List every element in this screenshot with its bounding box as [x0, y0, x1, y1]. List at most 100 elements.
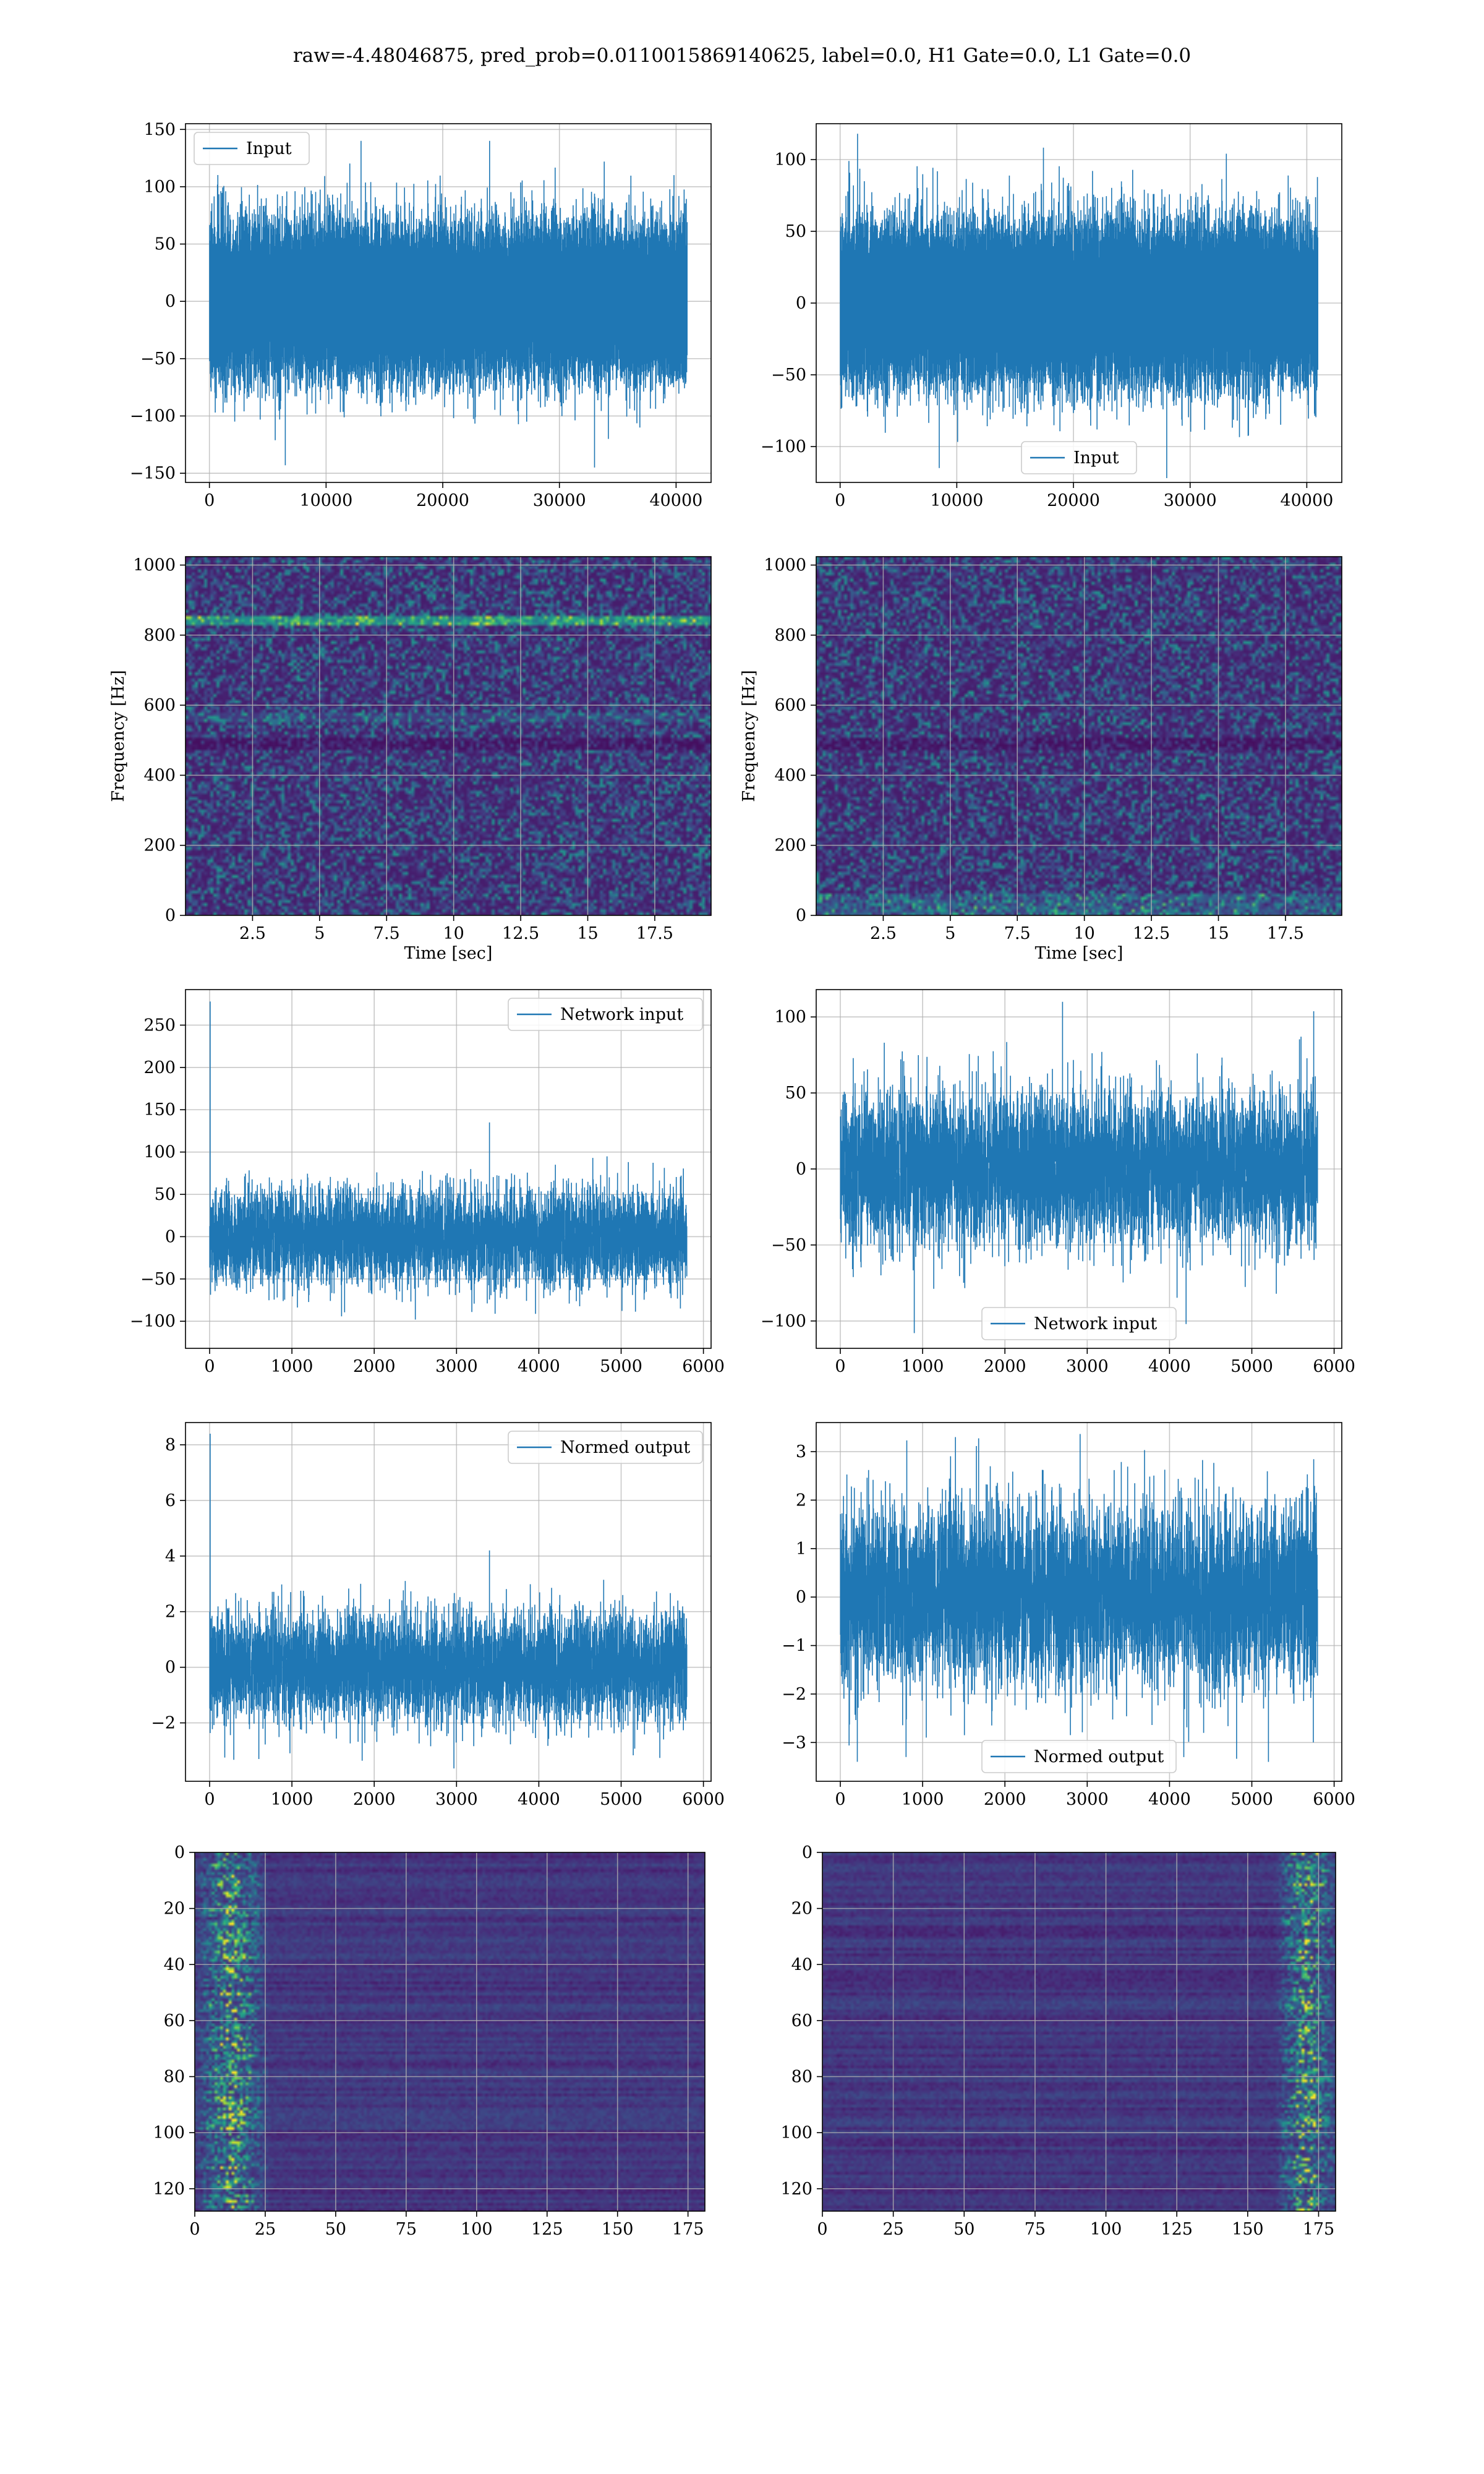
x-tick-label: 6000 — [682, 1357, 725, 1376]
x-tick-label: 150 — [1232, 2220, 1264, 2239]
y-tick-label: 0 — [802, 1843, 812, 1862]
spectrogram-right-axes-frame — [816, 556, 1342, 916]
y-tick-label: 60 — [791, 2011, 812, 2031]
x-tick-label: 40000 — [1280, 491, 1333, 510]
input-left-panel: 0 10000 20000 30000 40000 −150 −100 −50 0 50 100 15… — [130, 120, 712, 510]
y-tick-label: 20 — [164, 1899, 185, 1919]
network-input-right-series-line — [840, 1001, 1318, 1333]
x-tick-label: 5 — [945, 924, 955, 943]
x-tick-label: 5000 — [1230, 1357, 1273, 1376]
spectrogram-right-panel: 2.5 5 7.5 10 12.5 15 17.5 0 200 400 600 800 1000 Time… — [740, 556, 1342, 963]
y-tick-label: −100 — [130, 407, 176, 426]
y-tick-label: −2 — [151, 1714, 176, 1733]
x-tick-label: 0 — [835, 1790, 845, 1809]
x-axis-label: Time [sec] — [1035, 944, 1124, 963]
y-tick-label: 200 — [774, 836, 806, 855]
x-tick-label: 5000 — [600, 1790, 642, 1809]
x-tick-label: 100 — [1090, 2220, 1122, 2239]
legend-box — [981, 1740, 1177, 1773]
x-tick-label: 25 — [255, 2220, 276, 2239]
x-tick-label: 1000 — [902, 1357, 944, 1376]
y-tick-label: 60 — [164, 2011, 185, 2031]
x-tick-label: 6000 — [682, 1790, 725, 1809]
x-tick-label: 4000 — [1148, 1790, 1191, 1809]
spectrogram-left-heatmap-image — [186, 557, 711, 915]
y-tick-label: 800 — [143, 626, 176, 645]
x-tick-label: 40000 — [649, 491, 702, 510]
x-tick-label: 10000 — [930, 491, 983, 510]
x-tick-label: 2000 — [984, 1790, 1026, 1809]
feature-map-left-panel: 0 25 50 75 100 125 150 175 0 20 40 60 80 100 120 — [153, 1843, 706, 2239]
y-tick-label: 100 — [143, 1143, 176, 1162]
y-tick-label: 0 — [165, 1227, 176, 1246]
legend-label: Input — [1073, 448, 1119, 468]
y-tick-label: 50 — [155, 235, 176, 254]
input-right-series-line — [840, 134, 1318, 478]
y-tick-label: 600 — [774, 696, 806, 715]
x-tick-label: 0 — [189, 2220, 200, 2239]
x-tick-label: 20000 — [1047, 491, 1100, 510]
input-right-panel: 0 10000 20000 30000 40000 −100 −50 0 50 100 Input — [761, 123, 1342, 510]
y-tick-label: 1000 — [133, 556, 176, 575]
y-tick-label: 80 — [164, 2068, 185, 2087]
x-tick-label: 1000 — [271, 1790, 313, 1809]
y-tick-label: −100 — [761, 437, 806, 456]
legend: Normed output — [508, 1431, 703, 1464]
y-tick-label: 1 — [796, 1539, 806, 1559]
y-axis-label: Frequency [Hz] — [109, 670, 128, 802]
spectrogram-left-axes-frame — [185, 556, 712, 916]
y-tick-label: 0 — [165, 906, 176, 925]
figure-title: raw=-4.48046875, pred_prob=0.01100158691… — [292, 45, 1192, 67]
x-tick-label: 0 — [817, 2220, 827, 2239]
y-tick-label: 100 — [143, 178, 176, 197]
legend-box — [508, 998, 703, 1031]
y-tick-label: −50 — [771, 1236, 806, 1255]
input-left-axes-frame — [185, 123, 712, 483]
x-tick-label: 3000 — [1066, 1357, 1109, 1376]
feature-map-right-panel: 0 25 50 75 100 125 150 175 0 20 40 60 80 100 120 — [780, 1843, 1336, 2239]
x-tick-label: 30000 — [533, 491, 586, 510]
normed-output-left-axes-frame — [185, 1422, 712, 1782]
y-tick-label: −2 — [782, 1685, 806, 1704]
x-tick-label: 1000 — [271, 1357, 313, 1376]
x-tick-label: 15 — [577, 924, 598, 943]
x-tick-label: 100 — [461, 2220, 493, 2239]
y-tick-label: 40 — [791, 1955, 812, 1974]
input-left-series-line — [209, 140, 688, 468]
network-input-left-panel: 0 1000 2000 3000 4000 5000 6000 −100 −50 0 50 100 15… — [130, 989, 725, 1376]
y-tick-label: 2 — [165, 1603, 176, 1622]
normed-output-right-panel: 0 1000 2000 3000 4000 5000 6000 −3 −2 −1 0 1 2 3 Norme… — [782, 1422, 1355, 1809]
x-tick-label: 0 — [835, 491, 845, 510]
normed-output-left-panel: 0 1000 2000 3000 4000 5000 6000 −2 0 2 4 6 8 Normed o… — [151, 1422, 725, 1809]
feature-map-left-heatmap-image — [195, 1852, 705, 2211]
legend: Normed output — [981, 1740, 1177, 1773]
legend: Network input — [508, 998, 703, 1031]
x-tick-label: 7.5 — [1004, 924, 1031, 943]
y-tick-label: 0 — [796, 1160, 806, 1179]
y-tick-label: −50 — [140, 349, 176, 369]
x-tick-label: 1000 — [902, 1790, 944, 1809]
x-tick-label: 17.5 — [636, 924, 673, 943]
x-tick-label: 2000 — [353, 1790, 396, 1809]
y-tick-label: −50 — [771, 366, 806, 385]
y-tick-label: 6 — [165, 1491, 176, 1510]
y-tick-label: 0 — [174, 1843, 185, 1862]
y-tick-label: 400 — [143, 766, 176, 785]
normed-output-right-axes-frame — [816, 1422, 1342, 1782]
x-tick-label: 2000 — [353, 1357, 396, 1376]
y-tick-label: 3 — [796, 1442, 806, 1462]
x-tick-label: 5000 — [1230, 1790, 1273, 1809]
normed-output-right-series-line — [840, 1434, 1318, 1762]
x-tick-label: 10 — [1073, 924, 1094, 943]
network-input-left-axes-frame — [185, 989, 712, 1349]
x-tick-label: 30000 — [1164, 491, 1217, 510]
x-tick-label: 3000 — [435, 1357, 478, 1376]
y-tick-label: 150 — [143, 1100, 176, 1119]
network-input-right-panel: 0 1000 2000 3000 4000 5000 6000 −100 −50 0 50 100 Ne… — [761, 989, 1355, 1376]
x-tick-label: 4000 — [518, 1357, 560, 1376]
legend-label: Normed output — [1034, 1747, 1164, 1766]
feature-map-right-axes-frame — [822, 1852, 1336, 2212]
feature-map-right-heatmap-image — [822, 1852, 1336, 2211]
x-axis-label: Time [sec] — [404, 944, 493, 963]
